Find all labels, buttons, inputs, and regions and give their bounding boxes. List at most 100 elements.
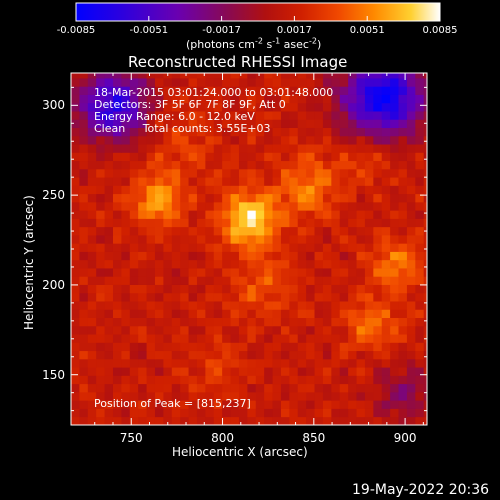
heatmap-cell bbox=[364, 119, 374, 128]
heatmap-cell bbox=[356, 259, 366, 269]
heatmap-cell bbox=[272, 408, 282, 418]
heatmap-cell bbox=[398, 210, 408, 219]
heatmap-cell bbox=[255, 317, 265, 327]
heatmap-cell bbox=[280, 111, 290, 120]
heatmap-cell bbox=[121, 152, 131, 162]
heatmap-cell bbox=[415, 152, 425, 162]
heatmap-cell bbox=[255, 144, 265, 153]
heatmap-cell bbox=[348, 391, 357, 401]
heatmap-cell bbox=[146, 168, 156, 178]
heatmap-cell bbox=[247, 226, 257, 236]
heatmap-cell bbox=[213, 201, 223, 211]
heatmap-cell bbox=[255, 416, 265, 426]
heatmap-cell bbox=[96, 185, 105, 195]
heatmap-cell bbox=[171, 292, 181, 302]
heatmap-cell bbox=[348, 234, 357, 244]
heatmap-cell bbox=[163, 325, 173, 335]
heatmap-cell bbox=[71, 226, 80, 236]
heatmap-cell bbox=[280, 218, 290, 228]
heatmap-cell bbox=[390, 276, 399, 285]
heatmap-cell bbox=[390, 416, 399, 426]
heatmap-cell bbox=[112, 325, 122, 335]
heatmap-cell bbox=[247, 268, 257, 277]
heatmap-cell bbox=[171, 251, 181, 261]
heatmap-cell bbox=[339, 334, 349, 343]
heatmap-cell bbox=[314, 309, 324, 318]
heatmap-cell bbox=[381, 86, 391, 95]
heatmap-cell bbox=[180, 358, 189, 368]
heatmap-cell bbox=[112, 400, 122, 409]
heatmap-cell bbox=[297, 127, 307, 137]
y-tick-label: 200 bbox=[42, 277, 65, 292]
heatmap-cell bbox=[264, 243, 273, 252]
heatmap-cell bbox=[406, 251, 416, 261]
heatmap-cell bbox=[129, 94, 139, 104]
heatmap-cell bbox=[356, 193, 366, 203]
heatmap-cell bbox=[381, 416, 391, 426]
heatmap-cell bbox=[415, 358, 425, 368]
heatmap-cell bbox=[180, 144, 189, 153]
heatmap-cell bbox=[306, 102, 315, 112]
heatmap-cell bbox=[373, 383, 383, 393]
heatmap-cell bbox=[423, 152, 428, 162]
heatmap-cell bbox=[71, 325, 80, 335]
heatmap-cell bbox=[213, 309, 223, 318]
heatmap-cell bbox=[163, 234, 173, 244]
heatmap-cell bbox=[289, 325, 299, 335]
heatmap-cell bbox=[112, 78, 122, 87]
heatmap-cell bbox=[373, 251, 383, 261]
heatmap-cell bbox=[96, 243, 105, 252]
heatmap-cell bbox=[272, 135, 282, 145]
heatmap-cell bbox=[71, 177, 80, 186]
heatmap-cell bbox=[289, 301, 299, 310]
heatmap-cell bbox=[247, 94, 257, 104]
heatmap-cell bbox=[230, 94, 240, 104]
heatmap-cell bbox=[415, 301, 425, 310]
heatmap-cell bbox=[154, 86, 164, 95]
heatmap-cell bbox=[238, 391, 248, 401]
heatmap-cell bbox=[146, 119, 156, 128]
heatmap-cell bbox=[264, 185, 273, 195]
heatmap-cell bbox=[96, 292, 105, 302]
heatmap-cell bbox=[364, 276, 374, 285]
heatmap-cell bbox=[238, 375, 248, 385]
heatmap-cell bbox=[196, 160, 206, 170]
heatmap-cell bbox=[79, 144, 89, 153]
heatmap-cell bbox=[406, 416, 416, 426]
heatmap-cell bbox=[87, 325, 97, 335]
heatmap-cell bbox=[112, 226, 122, 236]
heatmap-cell bbox=[255, 226, 265, 236]
heatmap-cell bbox=[146, 94, 156, 104]
heatmap-cell bbox=[314, 135, 324, 145]
heatmap-cell bbox=[205, 292, 215, 302]
heatmap-cell bbox=[255, 94, 265, 104]
heatmap-cell bbox=[322, 111, 332, 120]
heatmap-cell bbox=[348, 383, 357, 393]
heatmap-cell bbox=[96, 375, 105, 385]
heatmap-cell bbox=[348, 301, 357, 310]
heatmap-cell bbox=[71, 78, 80, 87]
heatmap-cell bbox=[79, 251, 89, 261]
heatmap-cell bbox=[381, 119, 391, 128]
heatmap-cell bbox=[154, 391, 164, 401]
heatmap-cell bbox=[364, 243, 374, 252]
heatmap-cell bbox=[196, 284, 206, 294]
heatmap-cell bbox=[146, 342, 156, 352]
heatmap-cell bbox=[71, 358, 80, 368]
heatmap-cell bbox=[398, 325, 408, 335]
heatmap-cell bbox=[364, 416, 374, 426]
heatmap-cell bbox=[390, 325, 399, 335]
heatmap-cell bbox=[280, 317, 290, 327]
heatmap-cell bbox=[415, 268, 425, 277]
heatmap-cell bbox=[272, 226, 282, 236]
heatmap-cell bbox=[146, 334, 156, 343]
heatmap-cell bbox=[163, 193, 173, 203]
heatmap-cell bbox=[154, 334, 164, 343]
heatmap-cell bbox=[171, 375, 181, 385]
peak-position-label: Position of Peak = [815,237] bbox=[94, 397, 251, 410]
heatmap-cell bbox=[87, 400, 97, 409]
heatmap-cell bbox=[205, 416, 215, 426]
heatmap-cell bbox=[138, 350, 147, 360]
heatmap-cell bbox=[264, 226, 273, 236]
heatmap-cell bbox=[423, 78, 428, 87]
